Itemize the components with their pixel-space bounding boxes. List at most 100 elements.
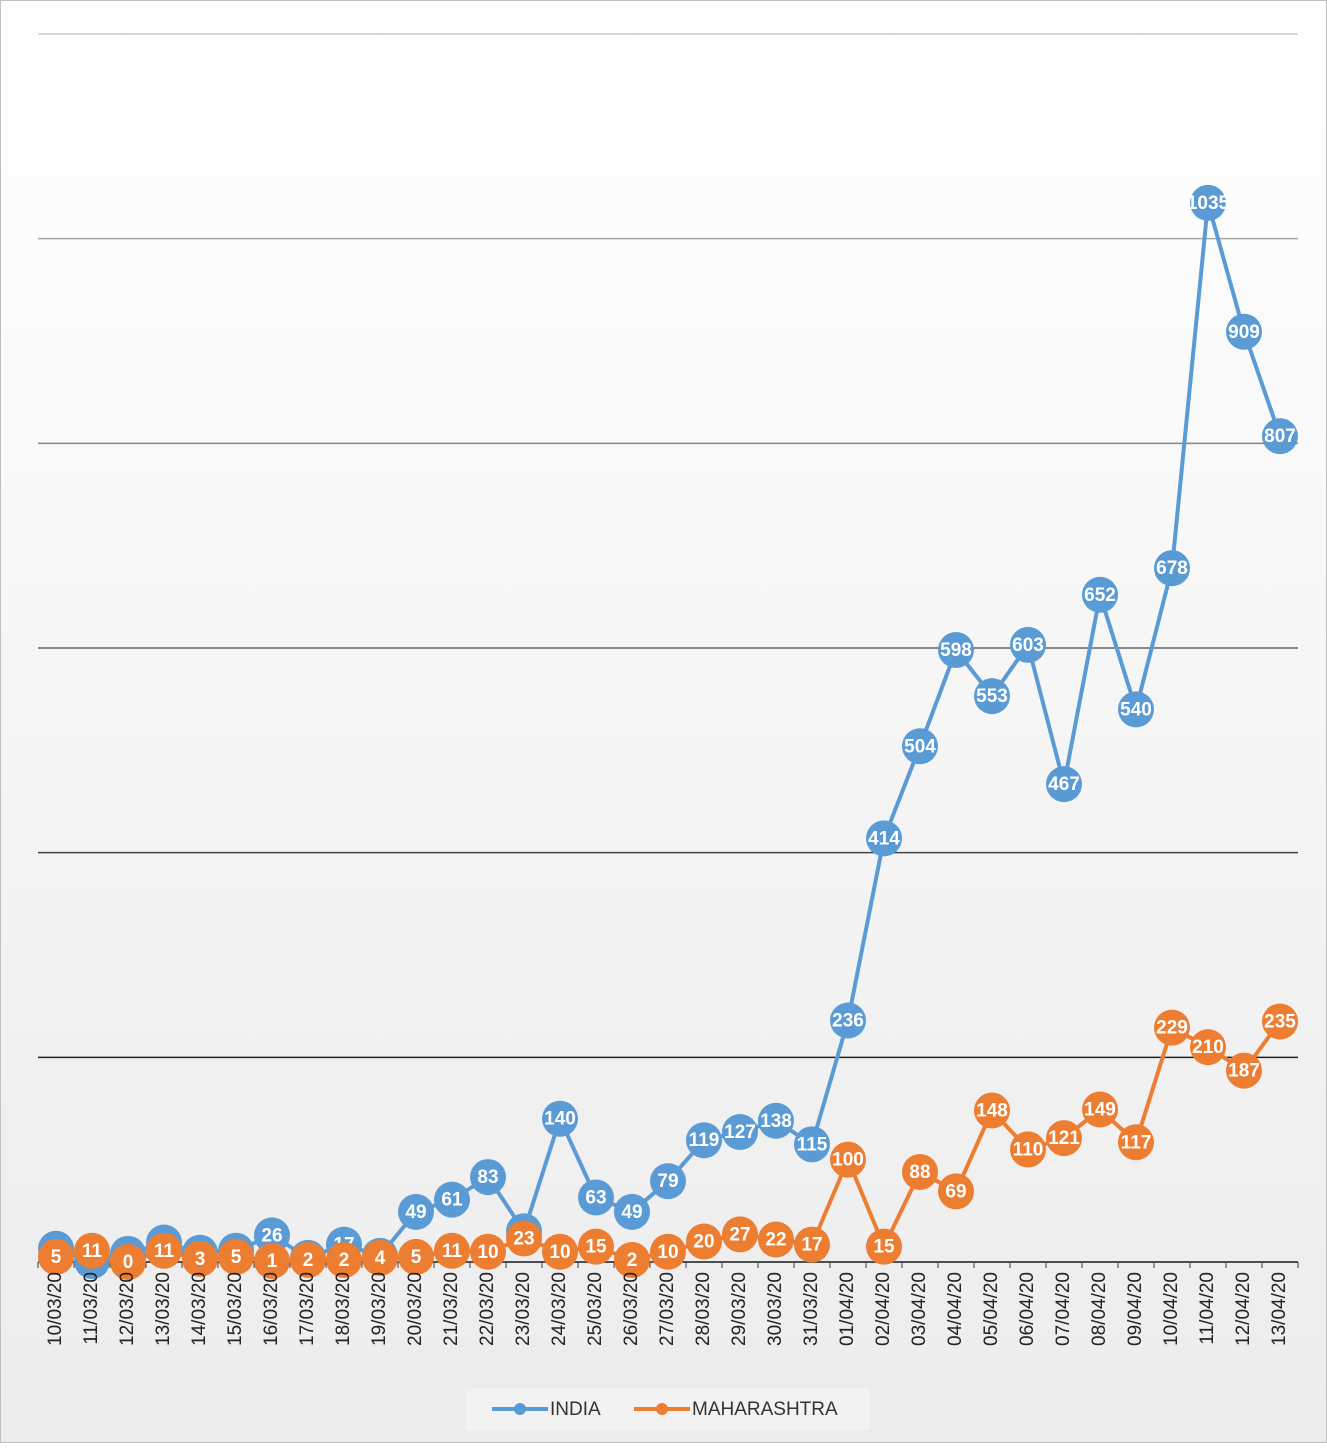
x-tick-label: 02/04/20 bbox=[873, 1272, 894, 1346]
x-tick-label: 11/03/20 bbox=[81, 1272, 102, 1345]
data-point bbox=[38, 1238, 74, 1275]
data-label: 598 bbox=[940, 640, 972, 661]
x-tick-label: 03/04/20 bbox=[909, 1272, 930, 1346]
x-tick-label: 24/03/20 bbox=[549, 1272, 570, 1346]
data-point bbox=[794, 1126, 830, 1163]
data-point bbox=[362, 1239, 398, 1276]
x-tick-label: 07/04/20 bbox=[1053, 1272, 1074, 1346]
data-label: 414 bbox=[868, 828, 900, 849]
x-tick-label: 16/03/20 bbox=[261, 1272, 282, 1346]
x-tick-label: 10/03/20 bbox=[45, 1272, 66, 1346]
data-point bbox=[722, 1114, 758, 1151]
x-tick-label: 14/03/20 bbox=[189, 1272, 210, 1346]
data-label: 540 bbox=[1120, 699, 1152, 720]
data-label: 115 bbox=[797, 1134, 828, 1155]
data-point bbox=[1118, 1124, 1154, 1161]
x-tick-label: 26/03/20 bbox=[621, 1272, 642, 1346]
data-label: 10 bbox=[549, 1242, 570, 1263]
data-label: 15 bbox=[873, 1237, 895, 1258]
x-tick-label: 23/03/20 bbox=[513, 1272, 534, 1346]
data-label: 3 bbox=[195, 1249, 206, 1270]
x-tick-label: 13/04/20 bbox=[1269, 1272, 1290, 1346]
data-point bbox=[470, 1159, 506, 1196]
data-label: 119 bbox=[689, 1130, 720, 1151]
data-label: 2 bbox=[627, 1250, 638, 1271]
data-point bbox=[1046, 1120, 1082, 1157]
data-point bbox=[830, 1002, 866, 1039]
data-point bbox=[542, 1100, 578, 1137]
data-point bbox=[434, 1232, 470, 1269]
data-label: 2 bbox=[303, 1250, 314, 1271]
data-label: 26 bbox=[261, 1225, 282, 1246]
x-tick-label: 05/04/20 bbox=[981, 1272, 1002, 1346]
x-tick-label: 28/03/20 bbox=[693, 1272, 714, 1346]
data-point bbox=[938, 1173, 974, 1210]
data-label: 553 bbox=[976, 686, 1008, 707]
data-point bbox=[1118, 691, 1154, 728]
data-label: 10 bbox=[657, 1242, 678, 1263]
data-label: 11 bbox=[154, 1241, 175, 1262]
data-label: 138 bbox=[760, 1111, 792, 1132]
data-label: 1035 bbox=[1187, 193, 1230, 214]
data-label: 2 bbox=[339, 1250, 350, 1271]
data-point bbox=[686, 1122, 722, 1159]
x-tick-label: 27/03/20 bbox=[657, 1272, 678, 1346]
x-tick-label: 01/04/20 bbox=[837, 1272, 858, 1346]
x-tick-label: 11/04/20 bbox=[1197, 1272, 1218, 1345]
legend-marker bbox=[656, 1403, 668, 1415]
x-tick-label: 25/03/20 bbox=[585, 1272, 606, 1346]
x-tick-label: 19/03/20 bbox=[369, 1272, 390, 1346]
data-point bbox=[650, 1233, 686, 1270]
data-label: 235 bbox=[1264, 1012, 1296, 1033]
data-label: 187 bbox=[1228, 1061, 1260, 1082]
data-label: 149 bbox=[1084, 1100, 1116, 1121]
data-point bbox=[1010, 626, 1046, 663]
data-point bbox=[1010, 1131, 1046, 1168]
data-label: 1 bbox=[267, 1251, 278, 1272]
data-label: 229 bbox=[1156, 1018, 1188, 1039]
x-tick-label: 29/03/20 bbox=[729, 1272, 750, 1346]
data-point bbox=[614, 1193, 650, 1230]
x-tick-label: 13/03/20 bbox=[153, 1272, 174, 1346]
data-label: 63 bbox=[585, 1188, 606, 1209]
data-label: 5 bbox=[51, 1247, 62, 1268]
data-label: 4 bbox=[375, 1248, 386, 1269]
x-tick-label: 17/03/20 bbox=[297, 1272, 318, 1346]
data-point bbox=[254, 1242, 290, 1279]
data-point bbox=[1154, 1009, 1190, 1046]
data-label: 807 bbox=[1264, 426, 1296, 447]
data-point bbox=[1082, 1091, 1118, 1128]
data-label: 69 bbox=[945, 1181, 966, 1202]
data-point bbox=[578, 1228, 614, 1265]
data-label: 5 bbox=[231, 1247, 242, 1268]
data-label: 27 bbox=[729, 1224, 750, 1245]
data-point bbox=[398, 1238, 434, 1275]
data-point bbox=[398, 1193, 434, 1230]
data-point bbox=[74, 1232, 110, 1269]
data-point bbox=[722, 1216, 758, 1253]
data-point bbox=[254, 1217, 290, 1254]
data-label: 49 bbox=[405, 1202, 426, 1223]
data-point bbox=[974, 1092, 1010, 1129]
data-point bbox=[830, 1141, 866, 1178]
x-tick-label: 21/03/20 bbox=[441, 1272, 462, 1346]
x-tick-label: 31/03/20 bbox=[801, 1272, 822, 1346]
data-label: 121 bbox=[1048, 1128, 1080, 1149]
data-label: 20 bbox=[693, 1232, 714, 1253]
data-point bbox=[650, 1163, 686, 1200]
data-point bbox=[1190, 184, 1226, 221]
data-label: 236 bbox=[832, 1011, 864, 1032]
data-label: 909 bbox=[1228, 322, 1260, 343]
data-point bbox=[110, 1244, 146, 1280]
x-tick-label: 22/03/20 bbox=[477, 1272, 498, 1346]
data-label: 61 bbox=[441, 1190, 463, 1211]
data-point bbox=[794, 1226, 830, 1263]
data-label: 140 bbox=[544, 1109, 576, 1130]
data-point bbox=[434, 1181, 470, 1218]
data-label: 15 bbox=[585, 1237, 607, 1258]
data-label: 148 bbox=[976, 1101, 1008, 1122]
data-label: 11 bbox=[442, 1241, 463, 1262]
data-point bbox=[902, 1153, 938, 1190]
data-point bbox=[218, 1238, 254, 1275]
